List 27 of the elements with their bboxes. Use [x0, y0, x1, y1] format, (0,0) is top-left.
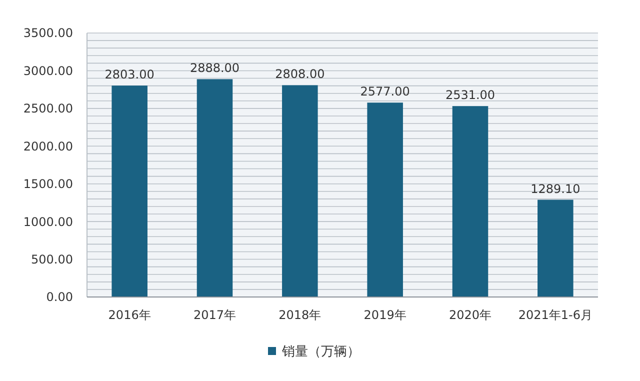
y-tick-label: 0.00: [46, 290, 73, 304]
y-tick-label: 2500.00: [23, 102, 73, 116]
text: 2577.00: [360, 84, 410, 99]
x-tick-label: 2020年: [448, 308, 492, 322]
y-tick-label: 500.00: [31, 252, 73, 266]
x-tick-label: 2019年: [364, 308, 406, 322]
bar: [367, 102, 403, 297]
x-tick-label: 2018年: [278, 308, 322, 322]
x-tick-label: 2017年: [193, 308, 236, 322]
y-tick-label: 1000.00: [23, 214, 73, 229]
bar: [282, 85, 318, 297]
y-tick-label: 3500.00: [23, 26, 73, 40]
bar: [452, 106, 488, 297]
x-tick-label: 2021年1-6月: [518, 308, 592, 322]
x-tick-label: 2016年: [108, 308, 151, 322]
text: 1289.10: [530, 182, 580, 196]
y-tick-label: 2000.00: [23, 139, 73, 154]
text: 2803.00: [104, 68, 154, 82]
bar: [196, 79, 233, 297]
bar: [538, 200, 574, 297]
y-tick-label: 3000.00: [23, 64, 73, 78]
text: 2808.00: [275, 67, 325, 82]
legend-label: 销量（万辆）: [281, 344, 360, 360]
bar: [112, 86, 148, 297]
text: 2888.00: [190, 61, 240, 76]
y-tick-label: 1500.00: [23, 177, 73, 192]
text: 2531.00: [445, 88, 496, 102]
